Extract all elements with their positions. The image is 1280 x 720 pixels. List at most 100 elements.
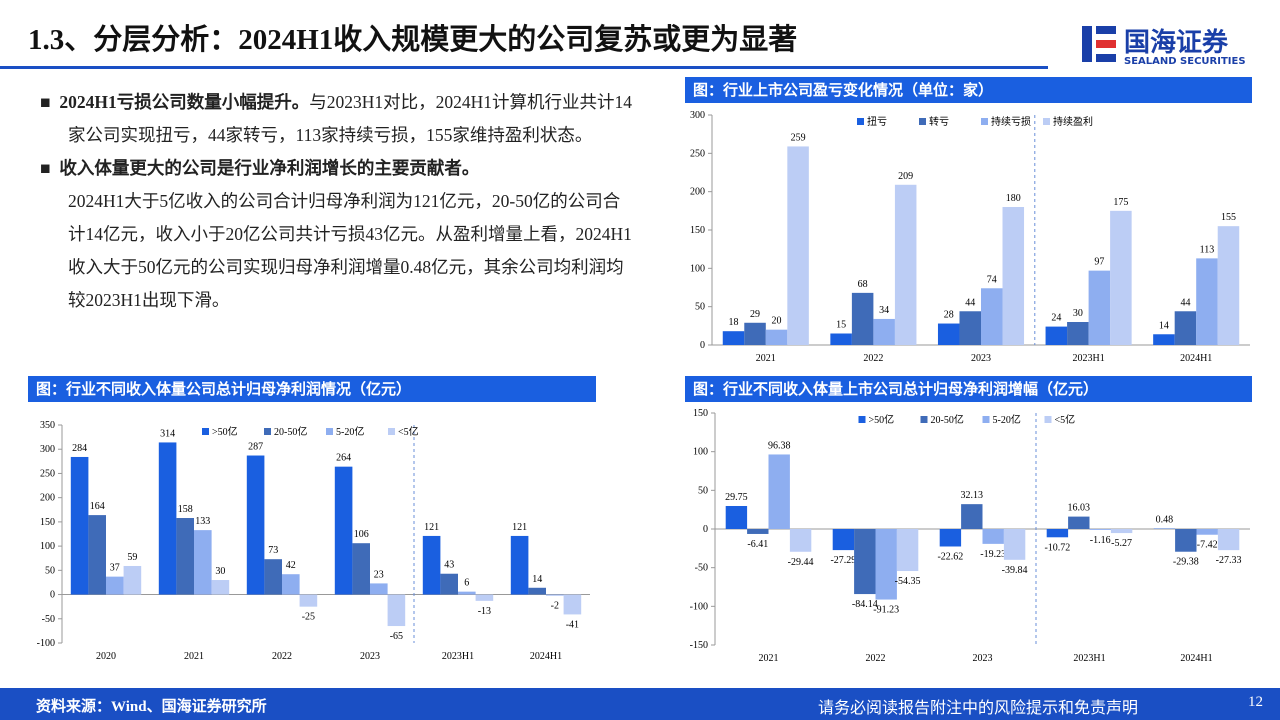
bar (1217, 529, 1240, 551)
bullets: ■ 2024H1亏损公司数量小幅提升。与2023H1对比，2024H1计算机行业… (40, 86, 635, 317)
y-tick-label: 100 (693, 447, 708, 458)
legend-label: 持续亏损 (991, 115, 1031, 128)
legend-label: <5亿 (398, 425, 419, 438)
legend-label: 持续盈利 (1053, 115, 1093, 128)
bar (896, 529, 919, 572)
data-label: -41 (566, 619, 579, 630)
legend-label: 5-20亿 (993, 413, 1021, 426)
data-label: 6 (464, 578, 469, 589)
y-tick-label: 0 (50, 590, 55, 601)
bar (546, 594, 564, 596)
bar (961, 504, 983, 529)
x-tick-label: 2021 (184, 651, 204, 662)
bar (194, 530, 212, 595)
x-tick-label: 2023H1 (1072, 353, 1104, 364)
data-label: 29 (750, 309, 760, 320)
data-label: 264 (336, 453, 351, 464)
data-label: 175 (1113, 197, 1128, 208)
bar (854, 529, 876, 595)
bullet-heading: 收入体量更大的公司是行业净利润增长的主要贡献者。 (59, 158, 480, 178)
data-label: 164 (90, 501, 105, 512)
bar (1002, 207, 1025, 345)
bar (370, 583, 388, 595)
data-label: 74 (987, 274, 997, 285)
data-label: 209 (898, 171, 913, 182)
x-tick-label: 2024H1 (1180, 353, 1212, 364)
y-tick-label: 300 (40, 444, 55, 455)
legend-label: 扭亏 (867, 115, 887, 128)
legend-swatch (982, 416, 990, 423)
bar (1175, 529, 1197, 552)
data-label: 14 (1159, 320, 1169, 331)
legend-swatch (202, 428, 209, 435)
data-label: 133 (195, 516, 210, 527)
legend-label: >50亿 (212, 425, 238, 438)
data-label: 44 (965, 297, 975, 308)
data-label: 180 (1006, 193, 1021, 204)
bar (246, 455, 265, 595)
y-tick-label: 200 (690, 187, 705, 198)
data-label: -27.33 (1216, 555, 1242, 566)
bar (1068, 516, 1090, 529)
x-tick-label: 2023H1 (1073, 653, 1105, 664)
bar (510, 535, 529, 595)
bar (830, 333, 852, 345)
y-tick-label: 150 (690, 225, 705, 236)
data-label: -27.29 (830, 555, 856, 566)
data-label: 121 (424, 522, 439, 533)
y-tick-label: -50 (42, 614, 55, 625)
logo-en: SEALAND SECURITIES (1124, 56, 1246, 67)
bar (789, 529, 812, 552)
bar (88, 515, 106, 595)
bar (1110, 210, 1132, 345)
legend-label: 20-50亿 (931, 413, 964, 426)
data-label: -22.62 (937, 551, 963, 562)
legend-swatch (264, 428, 271, 435)
data-label: 259 (791, 132, 806, 143)
legend-swatch (981, 118, 988, 125)
legend-label: <5亿 (1055, 413, 1076, 426)
data-label: -39.84 (1002, 565, 1028, 576)
y-tick-label: -50 (695, 563, 708, 574)
legend-swatch (388, 428, 395, 435)
bar (1196, 258, 1218, 345)
bar (1088, 270, 1111, 345)
data-label: -2 (551, 601, 559, 612)
data-label: 158 (178, 504, 193, 515)
data-label: 29.75 (725, 492, 748, 503)
data-label: 155 (1221, 212, 1236, 223)
bar (768, 454, 790, 529)
x-tick-label: 2023 (971, 353, 991, 364)
legend-swatch (858, 416, 866, 423)
bar (282, 574, 300, 595)
bar (563, 594, 582, 615)
bullet: ■ 2024H1亏损公司数量小幅提升。与2023H1对比，2024H1计算机行业… (40, 92, 632, 145)
bar (158, 442, 177, 595)
logo-cn: 国海证券 (1124, 28, 1229, 58)
y-tick-label: 150 (40, 517, 55, 528)
y-tick-label: 100 (40, 541, 55, 552)
bar (875, 529, 897, 600)
bar (747, 529, 769, 534)
y-tick-label: 0 (700, 340, 705, 351)
bullet-text: 与2023H1对比，2024H1计算机行业共计14家公司实现扭亏，44家转亏，1… (68, 92, 632, 145)
bar (873, 318, 895, 345)
x-tick-label: 2023 (973, 653, 993, 664)
data-label: 96.38 (768, 440, 791, 451)
logo: 国海证券 SEALAND SECURITIES (1080, 20, 1255, 70)
x-tick-label: 2024H1 (530, 651, 562, 662)
bar (211, 580, 230, 595)
data-label: -19.23 (980, 549, 1006, 560)
disclaimer: 请务必阅读报告附注中的风险提示和免责声明 (818, 698, 1139, 717)
bar (458, 591, 476, 595)
source: 资料来源：Wind、国海证券研究所 (36, 699, 267, 715)
bar (787, 146, 809, 345)
bar (334, 466, 353, 595)
data-label: -13 (478, 606, 491, 617)
bar (352, 543, 370, 595)
data-label: -25 (302, 612, 315, 623)
data-label: -91.23 (873, 605, 899, 616)
chart-title: 图：行业不同收入体量上市公司总计归母净利润增幅（亿元） (685, 376, 1252, 402)
bar (1217, 226, 1240, 345)
